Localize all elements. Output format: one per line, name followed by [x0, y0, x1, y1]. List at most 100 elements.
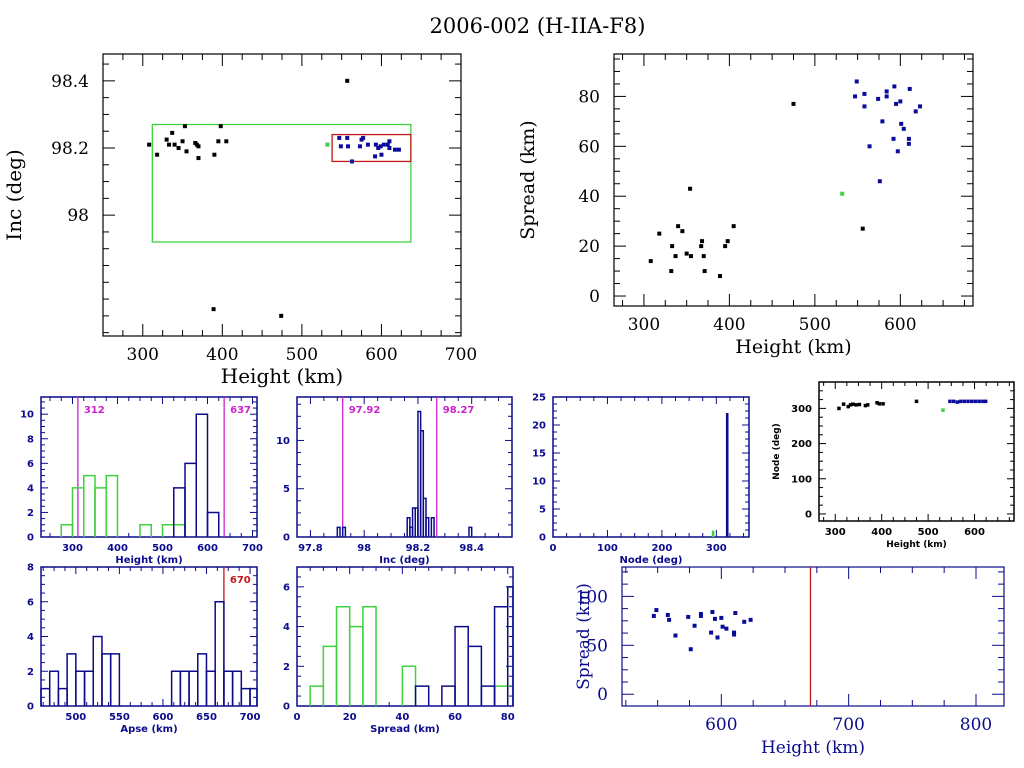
y-tick-label: 10 [276, 436, 290, 447]
x-axis-label: Height (km) [761, 738, 865, 758]
x-tick-label: 600 [884, 315, 916, 335]
histogram-bar [249, 687, 258, 706]
data-point [385, 142, 390, 147]
marker-label: 312 [84, 405, 105, 416]
data-point [350, 159, 355, 164]
data-point [884, 94, 889, 99]
histogram-bar [83, 474, 96, 537]
y-tick-label: 15 [532, 449, 546, 460]
data-point [876, 96, 881, 101]
data-point [365, 142, 370, 147]
inc-vs-height: 300 400 500 600 700 98 98.2 98.4 Height (km) Inc … [2, 53, 477, 388]
apse-histogram: 500 550 600 650 700 0 2 4 6 8 Apse (km) 670 [27, 563, 260, 736]
data-point [692, 623, 697, 628]
y-tick-label: 200 [791, 439, 812, 450]
data-point [894, 101, 899, 106]
data-point [698, 613, 703, 618]
data-point [862, 104, 867, 109]
data-point [686, 614, 691, 619]
data-point [361, 135, 366, 140]
plot-frame [621, 566, 1005, 707]
y-tick-label: 6 [27, 459, 34, 470]
data-point [376, 146, 381, 150]
data-point [948, 399, 952, 404]
data-point [732, 630, 737, 635]
x-axis-label: Inc (deg) [379, 555, 430, 566]
histogram-bar [322, 645, 338, 706]
y-tick-label: 10 [532, 477, 546, 488]
y-axis-label: Inc (deg) [2, 149, 26, 240]
histogram-bar [493, 685, 509, 706]
data-point [709, 630, 714, 635]
data-point [913, 109, 918, 114]
y-tick-label: 0 [805, 509, 812, 520]
data-point [216, 139, 221, 144]
data-point [688, 186, 693, 191]
x-tick-label: 400 [713, 315, 745, 335]
data-point [337, 135, 342, 140]
y-tick-label: 98.4 [51, 72, 89, 92]
data-point [717, 274, 722, 279]
x-tick-label: 600 [705, 715, 737, 735]
data-point [357, 144, 362, 149]
y-tick-label: 0 [27, 702, 34, 713]
x-axis-label: Height (km) [115, 555, 182, 566]
data-point [881, 402, 885, 406]
data-point [196, 144, 201, 149]
histogram-bar [101, 653, 112, 706]
x-axis-label: Height (km) [221, 364, 343, 388]
data-point [387, 139, 392, 144]
x-tick-label: 300 [825, 527, 846, 538]
x-tick-label: 400 [871, 527, 892, 538]
y-tick-label: 0 [27, 533, 34, 544]
x-axis-label: Height (km) [886, 540, 947, 550]
x-tick-label: 500 [799, 315, 831, 335]
red-cluster-box [331, 133, 412, 163]
histogram-bar [83, 670, 95, 706]
x-tick-label: 400 [107, 543, 128, 554]
data-point [648, 259, 653, 264]
x-tick-label: 40 [395, 712, 409, 723]
histogram-bar [401, 665, 417, 706]
y-tick-label: 4 [27, 632, 34, 643]
histogram-bar [170, 670, 182, 706]
histogram-bar [309, 685, 325, 706]
x-tick-label: 500 [65, 712, 86, 723]
y-tick-label: 98 [67, 206, 89, 226]
data-point [906, 141, 911, 146]
y-tick-label: 10 [20, 410, 34, 421]
x-tick-label: 700 [445, 345, 477, 365]
data-point [860, 226, 865, 231]
data-point [880, 119, 885, 124]
y-tick-label: 0 [283, 533, 290, 544]
data-point [651, 613, 656, 618]
y-tick-label: 100 [791, 474, 812, 485]
x-tick-label: 0 [550, 543, 557, 554]
data-point [345, 78, 350, 83]
histogram-bar [231, 670, 243, 706]
histogram-bar [197, 653, 208, 706]
data-point [875, 401, 879, 405]
data-point [673, 633, 678, 638]
histogram-bar [362, 605, 377, 706]
data-point [346, 144, 351, 149]
histogram-bar [441, 685, 456, 706]
x-tick-label: 200 [651, 543, 672, 554]
histogram-bar [336, 526, 341, 537]
x-tick-label: 98.2 [406, 543, 431, 554]
data-point [723, 244, 728, 249]
y-tick-label: 300 [791, 404, 812, 415]
y-tick-label: 2 [27, 667, 34, 678]
data-point [654, 608, 659, 613]
data-point [725, 239, 730, 244]
histogram-bar [240, 687, 251, 706]
histogram-bar [414, 685, 430, 706]
data-point [719, 615, 724, 620]
data-point [688, 647, 693, 652]
y-tick-label: 40 [578, 187, 600, 207]
data-point [973, 399, 978, 404]
x-tick-label: 600 [197, 543, 218, 554]
y-tick-label: 2 [283, 662, 290, 673]
x-tick-label: 700 [832, 715, 864, 735]
node-vs-height: 300 400 500 600 0 100 200 300 Height (km) Node (d… [772, 381, 1015, 550]
